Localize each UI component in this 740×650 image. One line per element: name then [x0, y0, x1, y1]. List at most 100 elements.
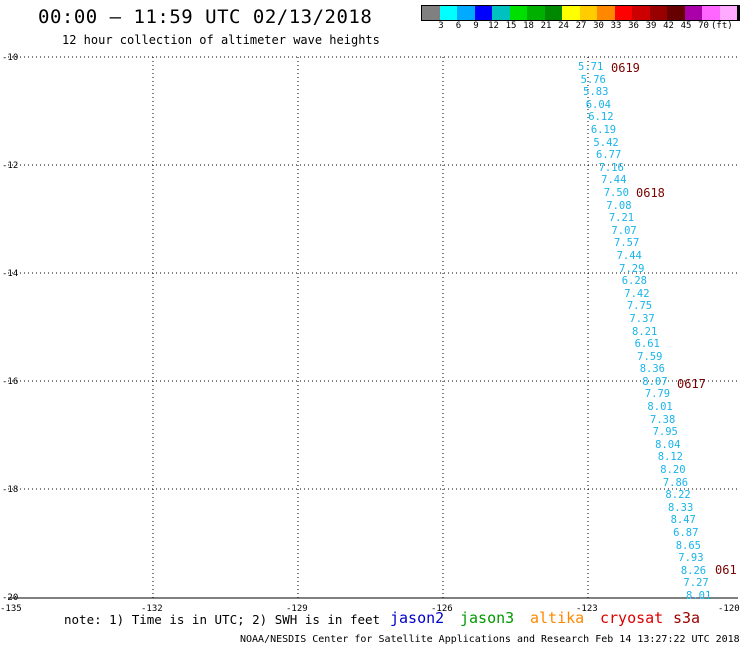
wave-height-value: 7.57 — [614, 237, 640, 250]
color-scale-swatch — [562, 6, 580, 20]
satellite-legend-jason2: jason2 — [390, 609, 445, 627]
color-scale-swatch — [737, 6, 740, 20]
wave-height-value: 6.87 — [673, 527, 699, 540]
wave-height-value: 8.26 — [680, 564, 707, 577]
color-scale-label: 3 — [438, 21, 444, 31]
color-scale-swatch — [422, 6, 440, 20]
wave-height-value: 8.65 — [675, 539, 701, 552]
latitude-label: -12 — [2, 161, 18, 171]
color-scale-swatch — [684, 6, 702, 20]
wave-height-value: 5.83 — [583, 86, 609, 99]
color-scale-swatch — [492, 6, 510, 20]
color-scale-swatch — [597, 6, 615, 20]
satellite-legend-s3a: s3a — [673, 609, 701, 627]
wave-height-value: 7.42 — [624, 287, 650, 300]
color-scale-swatch — [667, 6, 685, 20]
color-scale-swatch — [439, 6, 457, 20]
color-scale-label: 21 — [540, 21, 552, 31]
wave-height-value: 6.12 — [588, 111, 614, 124]
color-scale-swatch — [649, 6, 667, 20]
wave-height-value: 7.44 — [616, 249, 642, 262]
wave-height-value: 7.59 — [637, 350, 663, 363]
wave-height-value: 5.42 — [593, 136, 619, 149]
color-scale-label: 30 — [593, 21, 604, 31]
color-scale-bar — [421, 5, 740, 21]
color-scale-label: 15 — [505, 21, 517, 31]
wave-height-value: 8.33 — [668, 501, 694, 514]
color-scale-swatch — [702, 6, 720, 20]
longitude-label: -132 — [141, 604, 163, 614]
satellite-legend-cryosat: cryosat — [600, 609, 664, 627]
longitude-label: -126 — [431, 604, 453, 614]
wave-height-value: 5.76 — [580, 73, 606, 86]
wave-height-value: 7.44 — [601, 174, 627, 187]
latitude-label: -16 — [2, 377, 18, 387]
color-scale-swatch — [614, 6, 632, 20]
wave-height-value: 7.29 — [619, 262, 645, 275]
wave-height-value: 7.07 — [611, 224, 637, 237]
color-scale-label: (ft) — [711, 21, 733, 31]
wave-height-value: 8.01 — [647, 401, 673, 414]
color-scale-label: 42 — [663, 21, 674, 31]
footer-note: note: 1) Time is in UTC; 2) SWH is in fe… — [64, 612, 381, 627]
longitude-label: -129 — [286, 604, 308, 614]
wave-height-value: 8.01 — [686, 590, 712, 602]
latitude-label: -14 — [2, 269, 18, 279]
wave-height-value: 6.61 — [634, 338, 660, 351]
color-scale-label: 45 — [680, 21, 692, 31]
color-scale-label: 36 — [628, 21, 639, 31]
longitude-label: -120 — [718, 604, 740, 614]
color-scale-swatch — [457, 6, 475, 20]
color-scale-label: 6 — [455, 21, 462, 31]
color-scale-swatch — [719, 6, 737, 20]
color-scale-label: 39 — [645, 21, 657, 31]
longitude-label: -123 — [576, 604, 598, 614]
wave-height-value: 8.07 — [642, 375, 668, 388]
longitude-label: -135 — [0, 604, 22, 614]
color-scale-swatch — [632, 6, 650, 20]
wave-height-value: 8.12 — [657, 451, 683, 464]
wave-height-value: 8.47 — [670, 514, 696, 527]
color-scale-label: 9 — [473, 21, 479, 31]
wave-height-value: 7.08 — [606, 199, 632, 212]
wave-height-value: 7.21 — [608, 212, 635, 225]
wave-height-value: 7.37 — [629, 312, 655, 325]
wave-height-value: 8.21 — [632, 325, 658, 338]
color-scale-label: 33 — [610, 21, 622, 31]
wave-height-value: 7.75 — [626, 300, 653, 313]
latitude-label: -20 — [2, 593, 18, 603]
wave-height-value: 7.93 — [678, 552, 704, 565]
pass-time-label: 0618 — [636, 186, 665, 200]
pass-time-label: 0619 — [611, 61, 640, 75]
wave-height-value: 8.22 — [665, 489, 691, 502]
pass-time-label: 0617 — [677, 377, 706, 391]
satellite-legend-altika: altika — [530, 609, 585, 627]
wave-height-value: 6.19 — [590, 123, 617, 136]
pass-time-label: 061 — [715, 563, 737, 577]
page-subtitle: 12 hour collection of altimeter wave hei… — [62, 33, 380, 47]
color-scale-label: 18 — [523, 21, 534, 31]
color-scale-label: 27 — [575, 21, 587, 31]
wave-height-value: 7.50 — [603, 186, 629, 199]
wave-height-value: 6.28 — [621, 275, 647, 288]
color-scale-swatch — [527, 6, 545, 20]
color-scale-swatch — [579, 6, 597, 20]
latitude-label: -10 — [2, 53, 18, 63]
page-title: 00:00 – 11:59 UTC 02/13/2018 — [38, 6, 373, 28]
wave-height-value: 7.27 — [683, 577, 709, 590]
wave-height-value: 7.16 — [598, 161, 624, 174]
wave-height-value: 8.04 — [655, 438, 681, 451]
color-scale-label: 24 — [558, 21, 569, 31]
wave-height-value: 7.38 — [650, 413, 676, 426]
wave-height-value: 8.20 — [660, 464, 686, 477]
color-scale-label: 12 — [488, 21, 499, 31]
wave-height-value: 7.86 — [662, 476, 689, 489]
wave-height-value: 7.95 — [652, 426, 678, 439]
wave-height-value: 5.71 — [578, 61, 604, 73]
wave-height-value: 6.04 — [585, 98, 611, 111]
credit-line: NOAA/NESDIS Center for Satellite Applica… — [240, 634, 740, 645]
wave-height-value: 6.77 — [596, 149, 622, 162]
color-scale-label: 70 — [698, 21, 709, 31]
color-scale-swatch — [509, 6, 527, 20]
